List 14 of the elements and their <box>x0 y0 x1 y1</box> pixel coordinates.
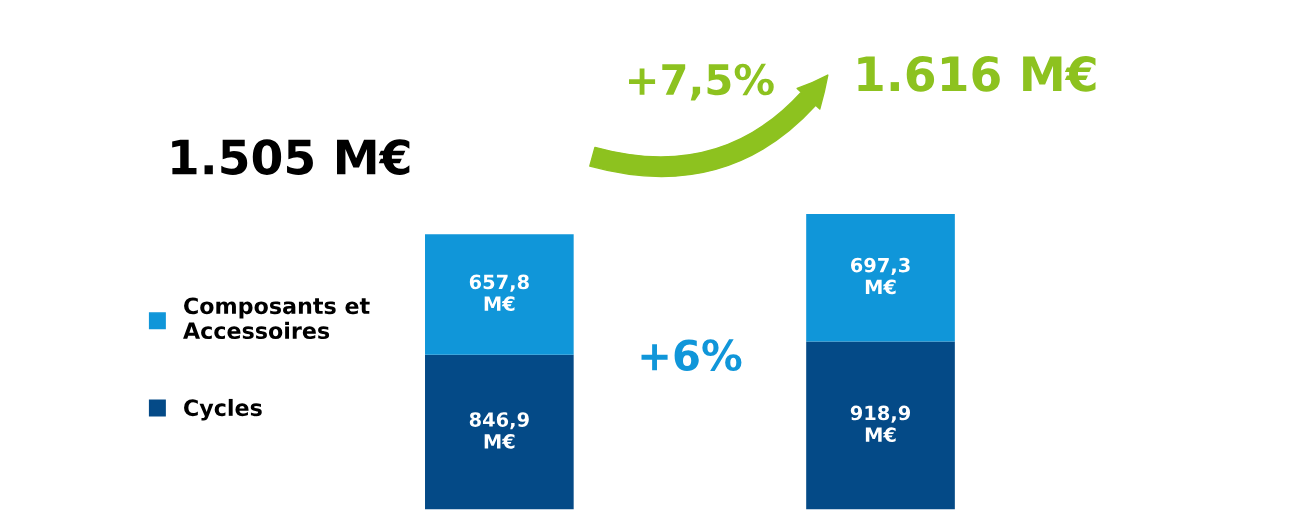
data-label: 846,9 M€ <box>469 412 529 449</box>
text: +7,5% <box>629 63 774 101</box>
data-label: 697,3 M€ <box>850 257 910 295</box>
bar <box>806 213 955 342</box>
bar <box>425 234 574 355</box>
data-label: 918,9 M€ <box>850 405 911 443</box>
legend-label: Composants et Accessoires <box>183 297 370 340</box>
total-label: 1.616 M€ <box>858 55 1096 92</box>
total-label: 1.505 M€ <box>172 139 410 175</box>
bar <box>425 354 574 510</box>
data-label: 657,8 M€ <box>469 274 529 312</box>
annotation: +6% <box>641 339 742 371</box>
bar <box>806 341 955 510</box>
legend-label: Cycles <box>184 398 262 421</box>
